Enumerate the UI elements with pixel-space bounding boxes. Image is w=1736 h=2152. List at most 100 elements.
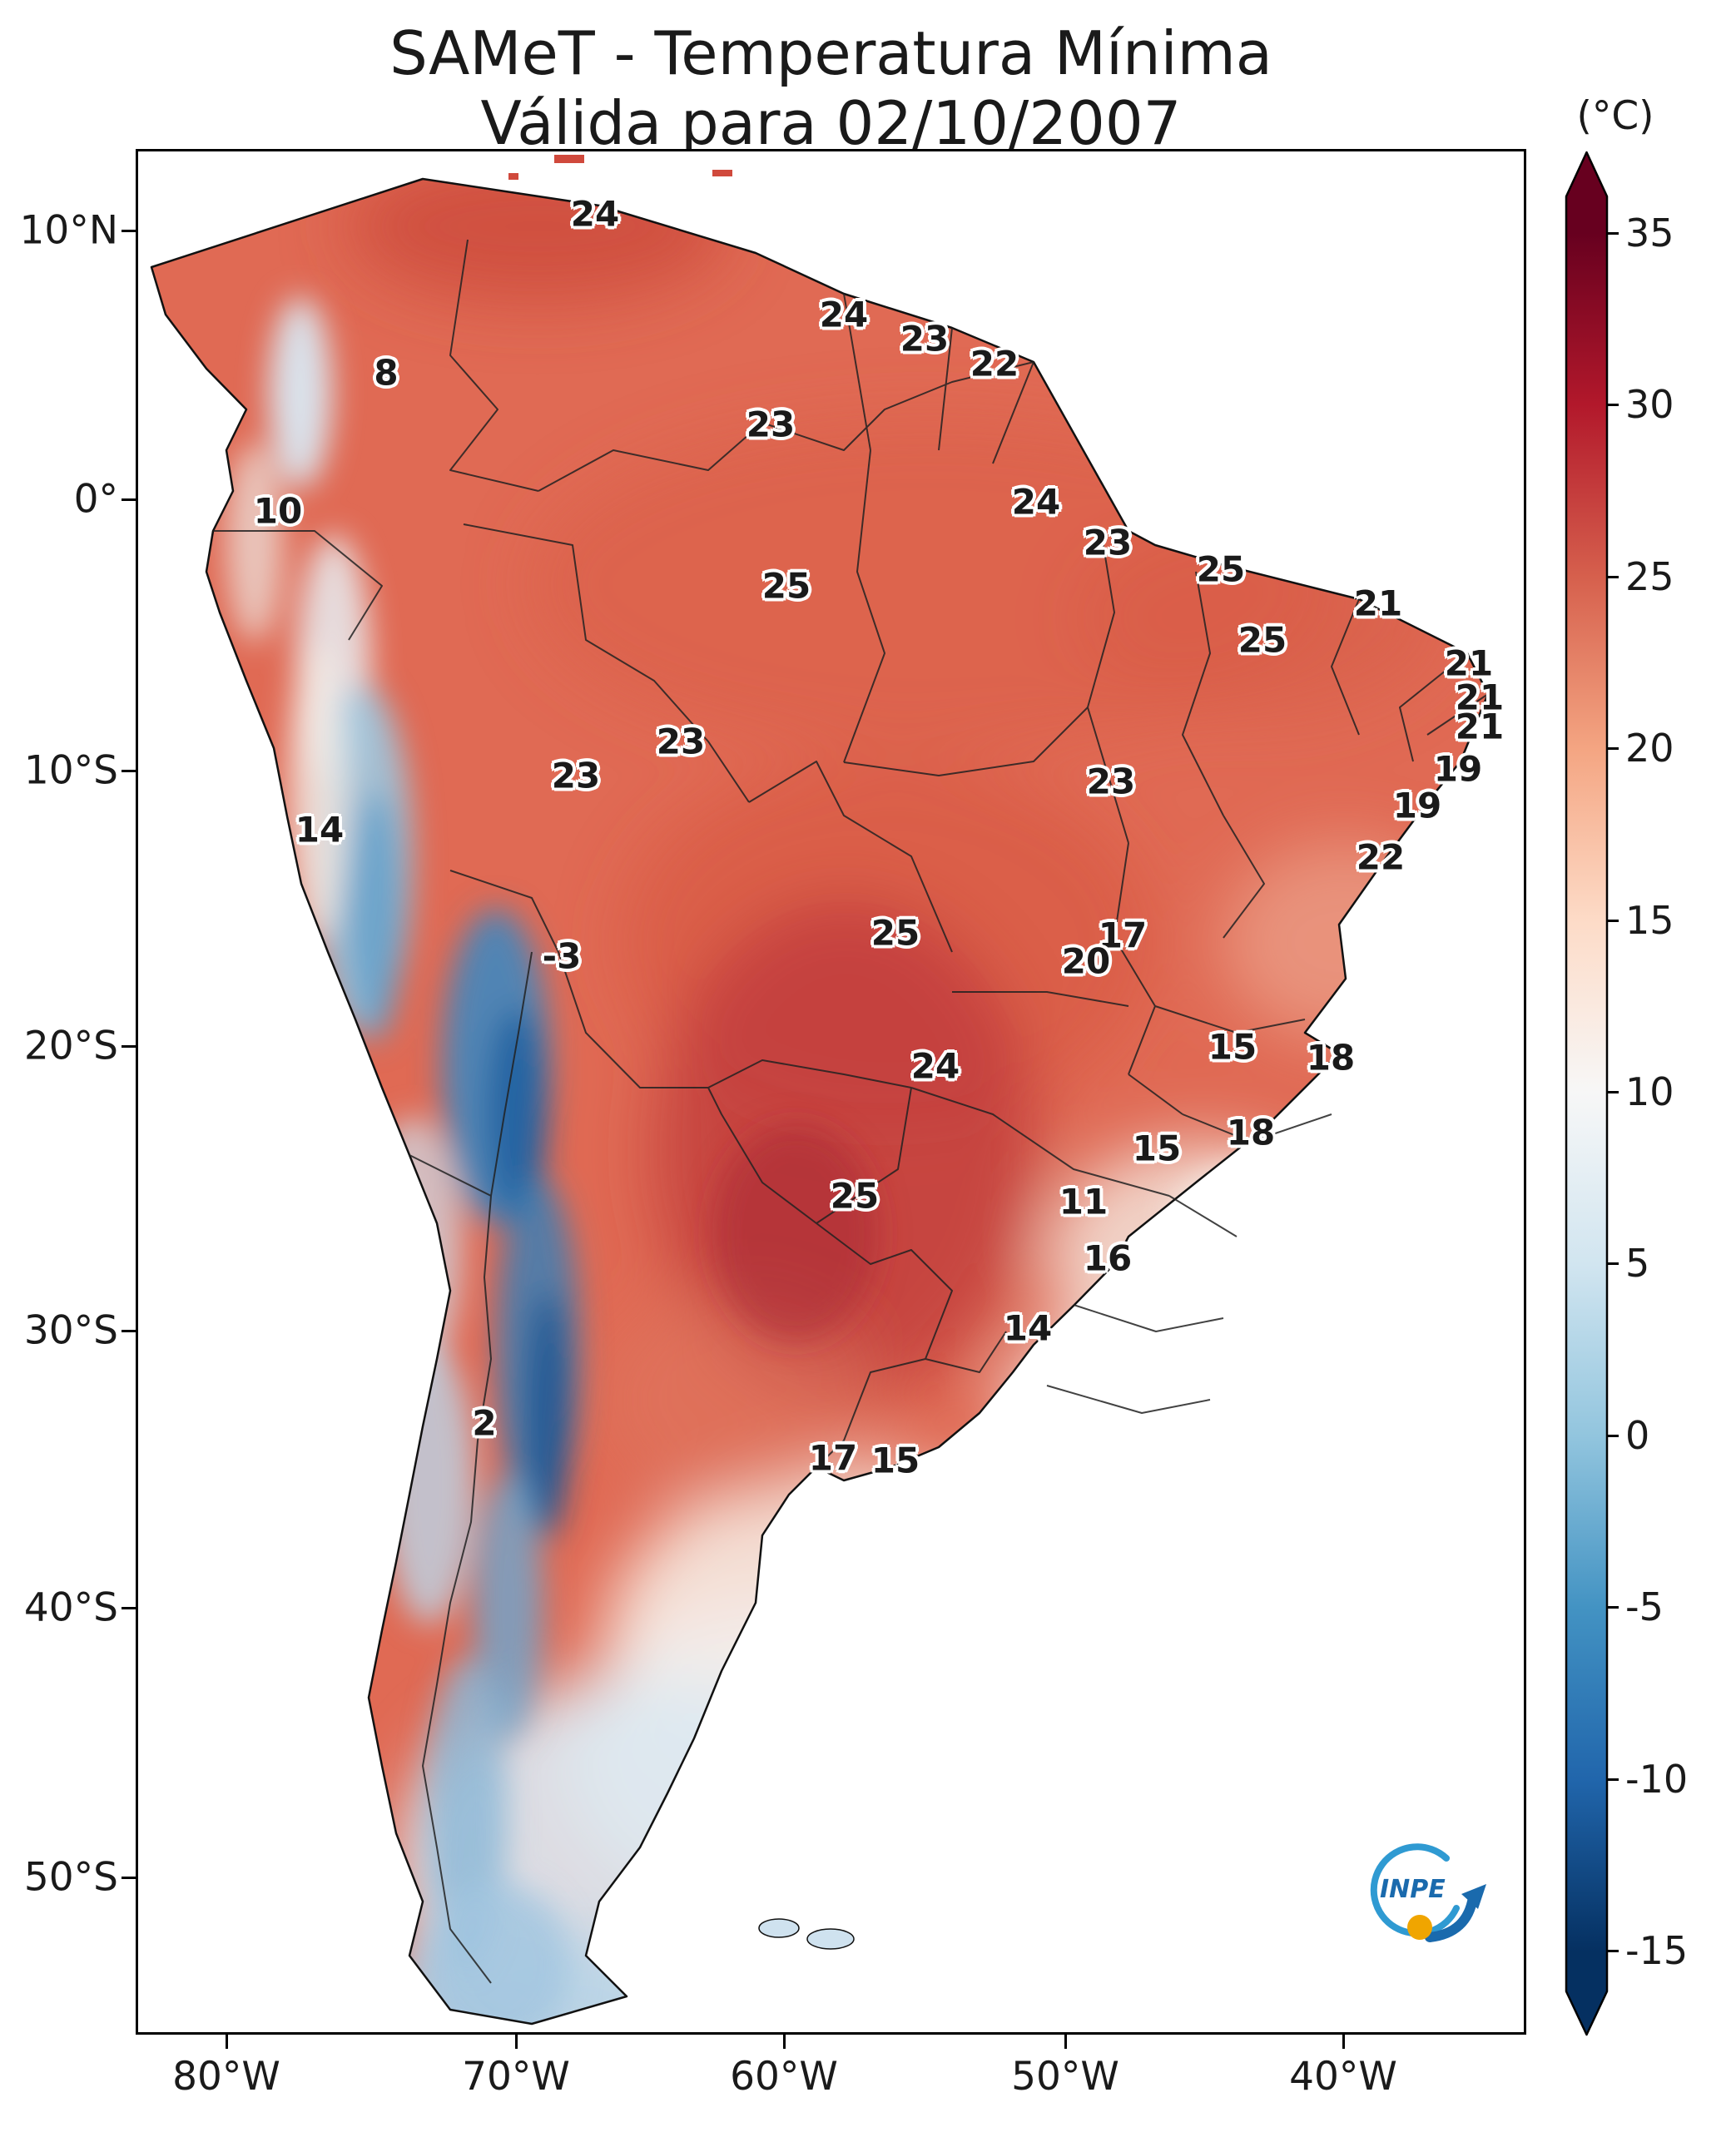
colorbar-tick-mark: [1607, 1778, 1619, 1781]
figure-title: SAMeT - Temperatura Mínima Válida para 0…: [136, 18, 1526, 158]
lon-tick-label: 70°W: [462, 2054, 570, 2100]
station-temp-label: 24: [1011, 481, 1061, 523]
station-temp-label: 17: [1098, 915, 1148, 956]
colorbar-gradient: [1565, 151, 1609, 2036]
colorbar-tick-mark: [1607, 747, 1619, 751]
colorbar: [1556, 146, 1656, 2046]
lat-tick-label: 0°: [73, 476, 118, 523]
inpe-logo-text: INPE: [1380, 1875, 1446, 1904]
lon-tick-mark: [783, 2035, 786, 2049]
station-temp-label: 15: [1208, 1026, 1257, 1068]
station-temp-label: 22: [970, 343, 1019, 384]
lon-tick-label: 40°W: [1289, 2054, 1397, 2100]
colorbar-tick-mark: [1607, 1091, 1619, 1093]
station-temp-label: 25: [1196, 548, 1246, 590]
station-temp-label: 23: [1086, 761, 1136, 802]
colorbar-tick-mark: [1607, 919, 1619, 922]
lat-tick-mark: [122, 230, 136, 232]
colorbar-tick-mark: [1607, 232, 1619, 235]
station-temp-label: 23: [746, 404, 796, 445]
colorbar-tick-label: 30: [1625, 382, 1674, 428]
station-temp-label: 14: [295, 809, 345, 850]
colorbar-tick-label: 20: [1625, 726, 1674, 771]
station-temp-label: 21: [1455, 706, 1505, 747]
colorbar-tick-label: -15: [1625, 1928, 1689, 1973]
lat-tick-mark: [122, 1877, 136, 1879]
station-temp-label: 23: [656, 721, 706, 762]
station-temp-label: 15: [1132, 1128, 1182, 1169]
colorbar-tick-label: 25: [1625, 553, 1674, 599]
station-temp-label: 23: [1083, 522, 1133, 563]
lat-tick-mark: [122, 1330, 136, 1332]
station-temp-label: 19: [1433, 748, 1483, 790]
islands: [508, 155, 855, 1950]
station-temp-label: 20: [1061, 940, 1111, 982]
lon-tick-label: 60°W: [730, 2054, 838, 2100]
station-temp-label: 25: [870, 912, 920, 954]
station-temp-label: 23: [900, 318, 950, 359]
station-temp-label: 23: [551, 755, 601, 796]
station-temp-label: 24: [570, 193, 620, 235]
lat-tick-mark: [122, 770, 136, 772]
station-temp-label: 10: [253, 490, 303, 532]
colorbar-tick-label: 35: [1625, 211, 1674, 255]
colorbar-tick-label: 10: [1625, 1069, 1674, 1114]
station-temp-label: 25: [1238, 619, 1287, 661]
station-temp-label: 22: [1356, 836, 1406, 878]
political-borders: [213, 239, 1489, 1984]
colorbar-tick-mark: [1607, 1950, 1619, 1952]
inpe-logo: INPE: [1330, 1821, 1496, 1962]
station-temp-label: 17: [808, 1437, 858, 1479]
inpe-orange-dot: [1407, 1915, 1432, 1940]
inpe-arrowhead: [1461, 1884, 1486, 1909]
lat-tick-label: 40°S: [23, 1584, 118, 1631]
inpe-swirl: [1370, 1843, 1460, 1937]
lon-tick-label: 50°W: [1011, 2054, 1119, 2100]
temperature-field: [151, 179, 1488, 2024]
lon-tick-mark: [515, 2035, 518, 2049]
station-temp-label: -3: [542, 935, 582, 977]
station-temp-label: 11: [1059, 1181, 1109, 1222]
map-area: INPE 24 8 24 23 22 23 10 24 23 25 25 21 25 21 21 21 19 23…: [136, 149, 1526, 2035]
station-temp-label: 15: [870, 1440, 920, 1481]
lat-tick-label: 50°S: [23, 1854, 118, 1901]
lat-tick-label: 10°N: [19, 207, 118, 254]
station-temp-label: 25: [761, 565, 811, 607]
station-temp-label: 2: [472, 1402, 497, 1444]
station-temp-label: 21: [1353, 583, 1403, 624]
colorbar-tick-mark: [1607, 1434, 1619, 1437]
colorbar-tick-mark: [1607, 1262, 1619, 1266]
station-temp-label: 19: [1392, 785, 1442, 826]
lat-tick-label: 30°S: [23, 1307, 118, 1354]
title-line2: Válida para 02/10/2007: [480, 88, 1182, 158]
colorbar-tick-label: -5: [1625, 1584, 1664, 1630]
lon-tick-label: 80°W: [172, 2054, 280, 2100]
colorbar-tick-label: 15: [1625, 897, 1674, 943]
station-temp-label: 24: [819, 294, 869, 335]
station-temp-label: 18: [1226, 1112, 1276, 1153]
station-temp-label: 21: [1444, 642, 1494, 684]
title-line1: SAMeT - Temperatura Mínima: [389, 18, 1272, 88]
colorbar-tick-label: 0: [1625, 1412, 1650, 1458]
station-temp-label: 18: [1306, 1037, 1356, 1078]
station-temp-label: 24: [910, 1045, 960, 1087]
lat-tick-label: 20°S: [23, 1023, 118, 1069]
colorbar-tick-mark: [1607, 404, 1619, 407]
lon-tick-mark: [1342, 2035, 1345, 2049]
lon-tick-mark: [226, 2035, 228, 2049]
station-temp-label: 21: [1455, 677, 1505, 718]
station-temp-label: 8: [374, 352, 399, 394]
colorbar-unit-label: (°C): [1576, 93, 1654, 139]
station-temp-label: 25: [830, 1175, 880, 1217]
lat-tick-mark: [122, 1045, 136, 1048]
colorbar-tick-label: 5: [1625, 1241, 1650, 1287]
lon-tick-mark: [1064, 2035, 1067, 2049]
lat-tick-label: 10°S: [23, 747, 118, 794]
colorbar-tick-mark: [1607, 1606, 1619, 1609]
colorbar-tick-label: -10: [1625, 1756, 1689, 1802]
station-temp-label: 16: [1083, 1237, 1133, 1279]
station-temp-label: 14: [1003, 1307, 1053, 1349]
lat-tick-mark: [122, 498, 136, 501]
colorbar-tick-mark: [1607, 575, 1619, 578]
